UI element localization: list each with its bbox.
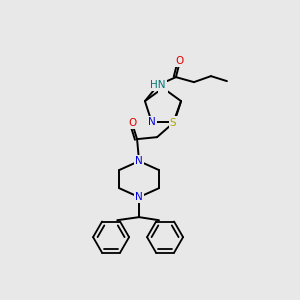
Text: O: O <box>128 118 136 128</box>
Text: S: S <box>170 118 176 128</box>
Text: N: N <box>135 156 143 166</box>
Text: N: N <box>135 192 143 202</box>
Text: N: N <box>170 117 178 128</box>
Text: N: N <box>148 117 156 128</box>
Text: HN: HN <box>150 80 166 90</box>
Text: S: S <box>160 83 166 93</box>
Text: O: O <box>176 56 184 66</box>
